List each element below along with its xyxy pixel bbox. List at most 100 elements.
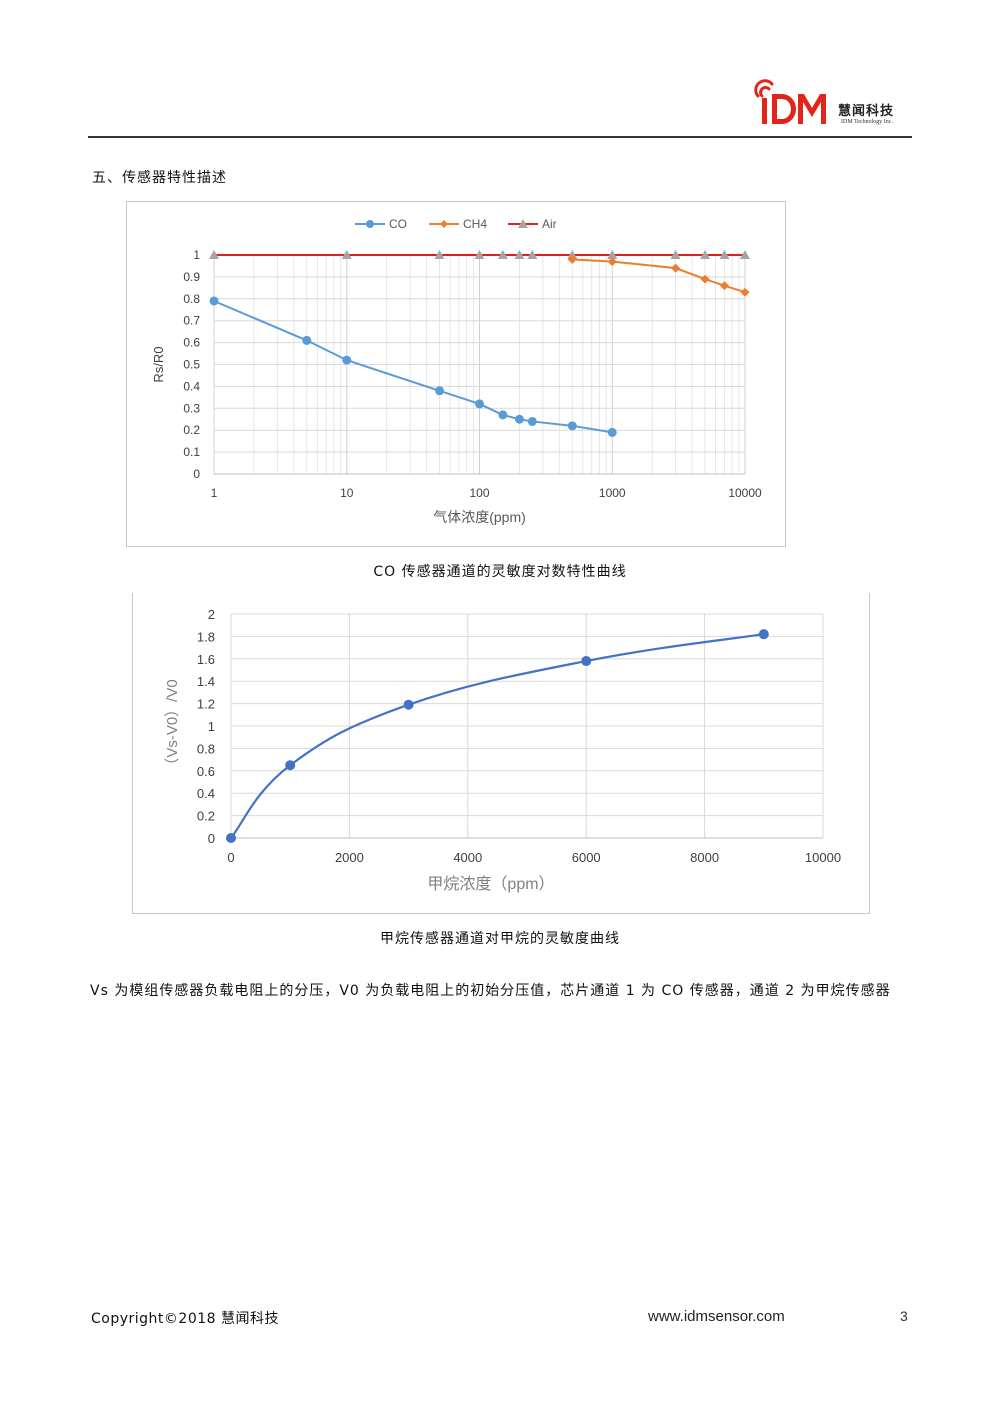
description-paragraph: Vs 为模组传感器负载电阻上的分压，V0 为负载电阻上的初始分压值，芯片通道 1…	[90, 983, 891, 999]
signal-arc-outer	[754, 79, 774, 98]
x-axis-title: 甲烷浓度（ppm）	[427, 875, 554, 893]
x-tick-label: 1	[211, 486, 218, 500]
legend-marker-air	[518, 219, 528, 228]
data-point-ch4	[581, 656, 592, 667]
y-tick-label: 0.8	[197, 741, 215, 756]
co-sensitivity-chart: 0 0.1 0.2 0.3 0.4 0.5 0.6 0.7 0.8 0.9 1 1 10 100 1000 1…	[126, 201, 786, 547]
y-tick-label: 0.1	[183, 445, 200, 459]
data-point-co	[498, 410, 508, 420]
x-tick-label: 8000	[690, 850, 719, 865]
x-tick-label: 1000	[599, 486, 626, 500]
footer-copyright: Copyright©2018 慧闻科技	[91, 1311, 279, 1327]
y-tick-label: 0.6	[197, 764, 215, 779]
signal-arc-inner	[759, 86, 771, 98]
company-name-cn: 慧闻科技	[838, 104, 895, 119]
series-line-ch4	[230, 633, 764, 839]
y-tick-label: 0.6	[183, 336, 200, 350]
y-tick-label: 0.2	[197, 809, 215, 824]
data-point-co	[342, 355, 352, 365]
data-point-air	[700, 250, 711, 259]
data-point-air	[209, 250, 219, 259]
x-tick-label: 4000	[453, 850, 482, 865]
x-tick-label: 6000	[572, 850, 601, 865]
data-point-ch4	[567, 254, 577, 264]
footer-website: www.idmsensor.com	[648, 1308, 785, 1325]
x-tick-label: 2000	[335, 850, 364, 865]
series-line-co	[213, 300, 613, 434]
y-tick-label: 0.8	[183, 292, 200, 306]
ch4-sensitivity-chart: 0 0.2 0.4 0.6 0.8 1 1.2 1.4 1.6 1.8 2 0 2000 4000 6000…	[132, 593, 870, 914]
data-point-air	[527, 250, 538, 259]
x-tick-label: 10000	[805, 850, 841, 865]
y-tick-label: 0.7	[183, 314, 200, 328]
legend-label-air: Air	[542, 217, 557, 231]
wifi-signal-icon	[754, 79, 774, 98]
header-divider	[88, 136, 912, 138]
data-point-air	[341, 250, 352, 259]
y-tick-label: 1.2	[197, 697, 215, 712]
data-point-ch4	[719, 281, 729, 291]
logo-i-stem	[762, 98, 767, 124]
section-title: 五、传感器特性描述	[92, 170, 227, 186]
data-point-ch4	[740, 287, 750, 297]
y-tick-label: 0	[193, 467, 200, 481]
x-tick-label: 10	[340, 486, 354, 500]
data-point-ch4	[403, 699, 414, 710]
y-tick-label: 0	[208, 831, 215, 846]
data-point-air	[514, 250, 525, 259]
data-point-air	[567, 250, 578, 259]
y-axis-title: Rs/R0	[151, 346, 166, 382]
data-point-ch4	[700, 274, 710, 284]
page-number: 3	[900, 1308, 908, 1324]
ch4-chart-svg: 0 0.2 0.4 0.6 0.8 1 1.2 1.4 1.6 1.8 2 0 2000 4000 6000…	[164, 607, 841, 893]
data-point-co	[475, 399, 484, 409]
data-point-co	[607, 427, 617, 437]
data-point-co	[567, 421, 577, 431]
data-point-ch4	[607, 257, 617, 267]
legend-label-co: CO	[389, 217, 407, 231]
chart1-caption: CO 传感器通道的灵敏度对数特性曲线	[373, 564, 627, 580]
y-tick-label: 1.4	[197, 674, 215, 689]
y-tick-label: 0.9	[183, 270, 200, 284]
co-chart-svg: 0 0.1 0.2 0.3 0.4 0.5 0.6 0.7 0.8 0.9 1 1 10 100 1000 1…	[151, 217, 762, 525]
company-logo	[754, 79, 826, 124]
data-point-ch4	[758, 629, 769, 640]
data-point-co	[514, 414, 524, 424]
y-tick-label: 0.4	[197, 786, 215, 801]
chart2-caption: 甲烷传感器通道对甲烷的灵敏度曲线	[380, 931, 620, 947]
data-point-co	[209, 296, 219, 306]
x-tick-label: 100	[469, 486, 489, 500]
data-point-ch4	[226, 833, 236, 843]
data-point-ch4	[671, 263, 681, 273]
company-name-en: IDM Technology Inc.	[841, 119, 893, 125]
data-point-air	[670, 250, 681, 259]
y-tick-label: 1.6	[197, 652, 215, 667]
y-tick-label: 0.4	[183, 379, 200, 393]
x-tick-label: 0	[227, 850, 234, 865]
data-point-air	[740, 250, 750, 259]
legend-marker-ch4	[440, 220, 448, 228]
data-point-ch4	[285, 760, 296, 771]
data-point-co	[527, 416, 537, 426]
data-point-air	[497, 250, 508, 259]
data-point-co	[435, 386, 445, 396]
data-point-co	[302, 335, 312, 345]
data-point-air	[434, 250, 445, 259]
y-tick-label: 1	[193, 248, 200, 262]
y-tick-label: 0.3	[183, 401, 200, 415]
legend-marker-co	[366, 220, 374, 228]
x-axis-title: 气体浓度(ppm)	[433, 509, 526, 525]
y-tick-label: 1	[208, 719, 215, 734]
data-point-air	[719, 250, 730, 259]
data-point-air	[474, 250, 485, 259]
logo-d	[772, 94, 796, 124]
y-tick-label: 0.2	[183, 423, 200, 437]
y-axis-title: （Vs-V0）/V0	[164, 679, 181, 772]
x-tick-label: 10000	[728, 486, 762, 500]
logo-m	[798, 94, 826, 124]
series-line-ch4	[572, 258, 746, 294]
data-point-air	[607, 250, 618, 259]
legend-label-ch4: CH4	[463, 217, 487, 231]
y-tick-label: 0.5	[183, 358, 200, 372]
y-tick-label: 2	[208, 607, 215, 622]
